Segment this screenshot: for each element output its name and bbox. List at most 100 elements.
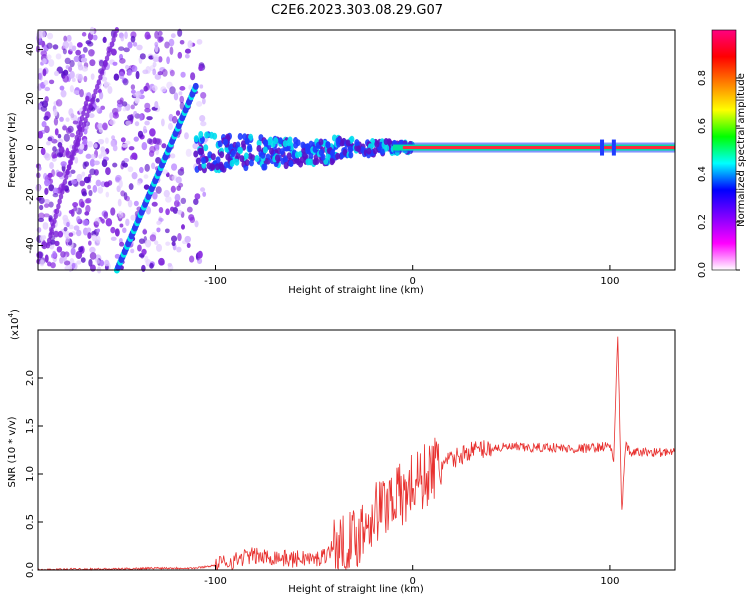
spectrogram-noise-point [122,101,128,107]
snr-multiplier-exp: 4 [7,312,15,317]
spectrogram-noise-point [95,98,100,103]
spectrogram-noise-point [177,233,182,242]
spectrogram-noise-point [146,34,152,40]
spectrogram-noise-point [163,189,170,198]
spectrogram-noise-point [76,216,81,223]
spectrogram-band-point [279,148,285,156]
spectrogram-noise-point [136,44,143,51]
spectrogram-streak-point [111,36,116,43]
snr-x-tick-label: 100 [600,576,619,587]
spectrogram-noise-point [130,104,135,110]
spectrogram-noise-point [117,105,122,112]
spectrogram-noise-point [50,262,56,269]
spectrogram-noise-point [77,64,84,71]
spectrogram-band-point [256,139,262,147]
spectrogram-y-tick-label: -40 [25,237,36,253]
spectrogram-noise-point [179,95,185,104]
spectrogram-noise-point [72,120,79,125]
spectrogram-noise-point [130,248,135,254]
spectrogram-band-point [294,151,300,159]
spectrogram-band-point [268,147,274,155]
spectrogram-streak-point [85,112,90,119]
spectrogram-noise-point [122,107,127,112]
spectrogram-noise-point [85,153,92,159]
spectrogram-noise-point [58,146,65,154]
spectrogram-noise-point [124,64,130,70]
snr-panel: -100 0 100 0.0 0.5 1.0 1.5 2.0 Height of straig… [7,309,676,595]
spectrogram-noise-point [157,30,163,37]
spectrogram-noise-point [73,225,80,231]
spectrogram-noise-point [137,244,142,252]
snr-y-tick-label: 1.0 [25,466,36,482]
spectrogram-streak-point [61,183,66,190]
spectrogram-noise-point [184,132,189,140]
spectrogram-noise-point [68,41,73,49]
spectrogram-noise-point [144,255,149,263]
spectrogram-noise-point [76,260,82,265]
spectrogram-noise-point [155,186,162,194]
spectrogram-noise-point [130,214,136,221]
spectrogram-noise-point [128,146,135,151]
spectrogram-noise-point [118,179,123,188]
spectrogram-noise-point [104,259,110,267]
spectrogram-noise-point [130,35,136,43]
spectrogram-noise-point [68,209,74,215]
spectrogram-noise-point [127,199,133,208]
spectrogram-streak-point [66,164,72,171]
spectrogram-noise-point [169,69,175,77]
spectrogram-noise-point [116,99,124,105]
spectrogram-noise-point [71,262,76,269]
spectrogram-noise-point [118,210,124,219]
spectrogram-noise-point [95,235,101,244]
spectrogram-panel: -100 0 100 -40 -20 0 20 40 Height of straight l… [7,26,676,296]
spectrogram-noise-point [51,169,55,177]
spectrogram-band-point [342,148,348,156]
spectrogram-noise-point [97,138,105,145]
spectrogram-noise-point [82,161,87,170]
spectrogram-band-point [198,131,204,139]
spectrogram-noise-point [48,79,55,85]
spectrogram-band-point [219,163,225,171]
spectrogram-noise-point [151,201,158,207]
spectrogram-noise-point [97,186,104,194]
spectrogram-band-point [347,145,353,153]
spectrogram-noise-point [178,91,183,96]
spectrogram-noise-point [60,251,66,258]
spectrogram-noise-point [110,226,116,234]
spectrogram-ylabel: Frequency (Hz) [7,112,18,188]
spectrogram-noise-point [101,218,105,224]
spectrogram-noise-point [63,35,68,42]
spectrogram-noise-point [83,176,91,184]
spectrogram-noise-point [156,243,163,252]
spectrogram-noise-point [70,247,76,256]
spectrogram-noise-point [109,112,114,120]
spectrogram-y-tick-label: -20 [25,188,36,204]
spectrogram-noise-point [46,54,52,60]
spectrogram-y-tick-label: 40 [25,43,36,56]
spectrogram-noise-point [107,85,113,94]
spectrogram-streak-point [56,203,61,210]
spectrogram-noise-point [202,191,207,197]
snr-xlabel: Height of straight line (km) [288,584,424,595]
snr-ylabel: SNR (10 * v/v) [7,416,18,487]
spectrogram-noise-point [125,120,131,126]
spectrogram-noise-point [169,153,176,159]
spectrogram-noise-point [46,140,51,146]
spectrogram-noise-point [38,197,45,205]
spectrogram-noise-point [110,48,117,56]
spectrogram-streak-point [58,193,64,200]
spectrogram-noise-point [88,49,95,57]
spectrogram-noise-point [176,246,182,253]
spectrogram-noise-point [161,69,168,77]
spectrogram-noise-point [48,59,55,67]
spectrogram-streak-point [96,79,102,86]
spectrogram-noise-point [196,39,203,45]
spectrogram-streak-point [52,218,57,225]
spectrogram-band-point [206,162,212,170]
spectrogram-noise-point [122,227,127,234]
spectrogram-band-point [219,151,225,159]
spectrogram-noise-point [102,36,107,43]
spectrogram-noise-point [87,184,92,190]
spectrogram-noise-point [43,203,50,208]
spectrogram-noise-point [154,41,159,47]
